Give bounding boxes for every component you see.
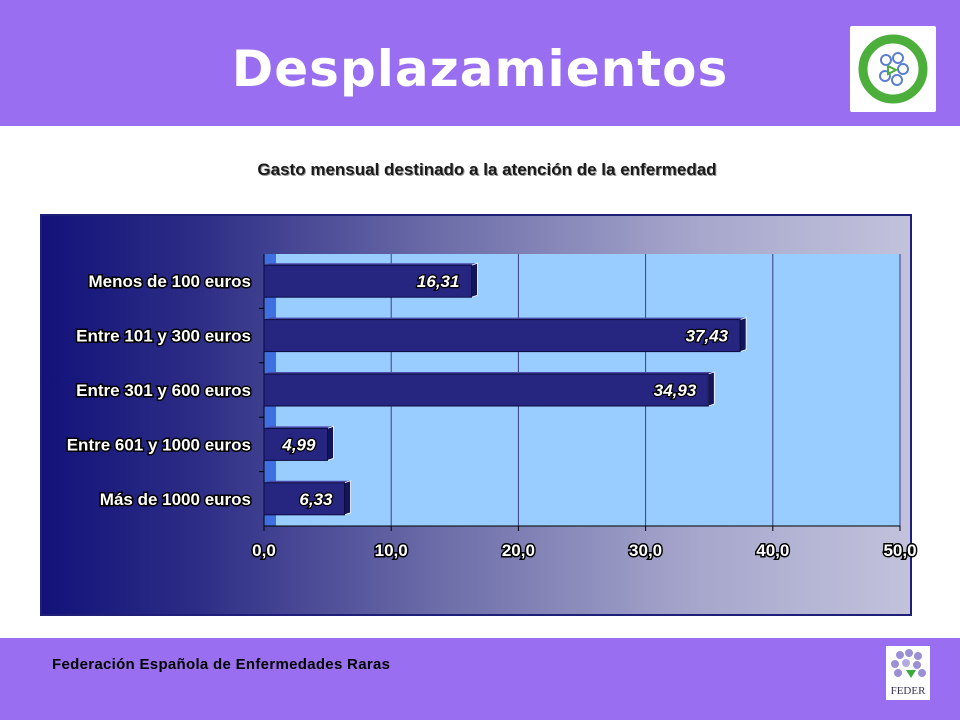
chart-title: Gasto mensual destinado a la atención de… bbox=[257, 160, 717, 179]
header-bar bbox=[0, 0, 960, 126]
bar bbox=[263, 319, 741, 353]
bar-end-face bbox=[739, 317, 747, 353]
page-title: Desplazamientos bbox=[231, 40, 729, 98]
footer-organization-name: Federación Española de Enfermedades Rara… bbox=[52, 656, 391, 673]
bar-value-label: 16,31 bbox=[417, 272, 460, 291]
bar-end-face bbox=[327, 425, 334, 461]
bar-value-label: 37,43 bbox=[686, 327, 729, 346]
bar bbox=[263, 482, 346, 516]
x-tick-label: 40,0 bbox=[756, 541, 789, 560]
feder-logo-text: FEDER bbox=[891, 685, 927, 697]
bar-value-label: 4,99 bbox=[281, 435, 316, 454]
footer-bar bbox=[0, 638, 960, 720]
bar-end-face bbox=[344, 480, 351, 516]
bar bbox=[263, 373, 709, 407]
enfermedades-raras-logo bbox=[850, 26, 936, 112]
bar bbox=[263, 427, 328, 461]
category-label: Más de 1000 euros bbox=[100, 490, 251, 509]
feder-logo-icon: FEDER bbox=[891, 649, 927, 697]
x-tick-label: 20,0 bbox=[502, 541, 535, 560]
x-tick-label: 50,0 bbox=[883, 541, 916, 560]
bar-end-face bbox=[471, 262, 478, 298]
bar-value-label: 34,93 bbox=[654, 381, 697, 400]
bar-end-face bbox=[707, 371, 715, 407]
bar-value-label: 6,33 bbox=[299, 490, 333, 509]
category-label: Entre 301 y 600 euros bbox=[76, 381, 251, 400]
feder-logo: FEDER bbox=[886, 646, 930, 700]
category-label: Entre 601 y 1000 euros bbox=[67, 435, 251, 454]
enfermedades-raras-apoyo-logo-icon bbox=[858, 34, 928, 104]
category-label: Entre 101 y 300 euros bbox=[76, 327, 251, 346]
category-label: Menos de 100 euros bbox=[88, 272, 251, 291]
bar bbox=[263, 264, 472, 298]
x-tick-label: 10,0 bbox=[375, 541, 408, 560]
x-tick-label: 0,0 bbox=[252, 541, 276, 560]
x-tick-label: 30,0 bbox=[629, 541, 662, 560]
